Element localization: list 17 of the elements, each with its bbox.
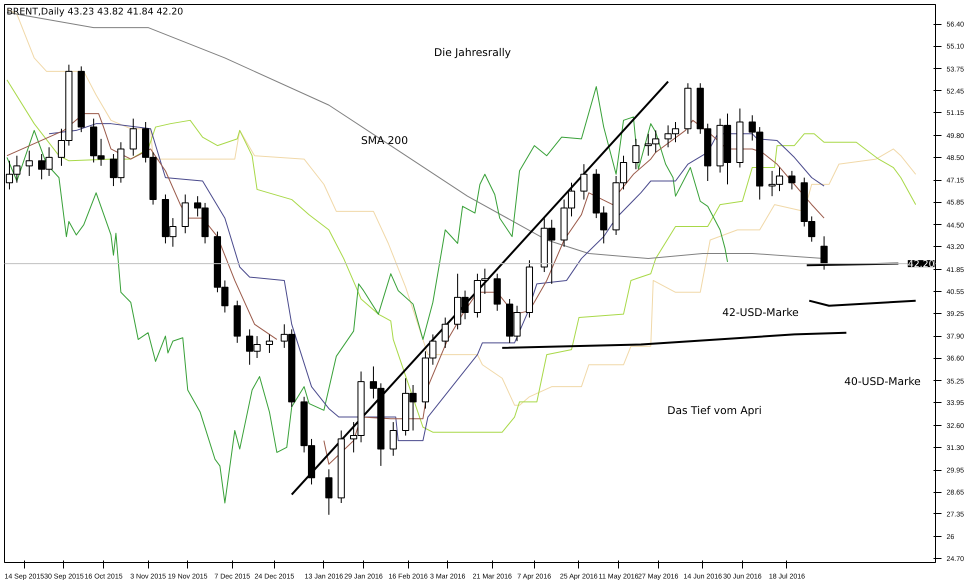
candlestick (325, 468, 332, 516)
annotation: 40-USD-Marke (844, 375, 921, 388)
candlestick (130, 118, 137, 156)
candlestick (266, 334, 274, 354)
candlestick (442, 317, 449, 348)
line-series (501, 332, 848, 349)
candlestick (632, 138, 640, 170)
chart-title: BRENT,Daily 43.23 43.82 41.84 42.20 (6, 6, 184, 18)
candlestick (26, 150, 33, 176)
candlestick (390, 422, 397, 456)
candlestick (580, 164, 588, 200)
annotation: 42-USD-Marke (722, 306, 799, 319)
candlestick (788, 170, 796, 190)
candlestick (182, 194, 189, 234)
annotation: SMA 200 (361, 134, 408, 147)
annotation: Die Jahresrally (434, 46, 511, 59)
annotation: Das Tief vom Apri (667, 404, 762, 417)
